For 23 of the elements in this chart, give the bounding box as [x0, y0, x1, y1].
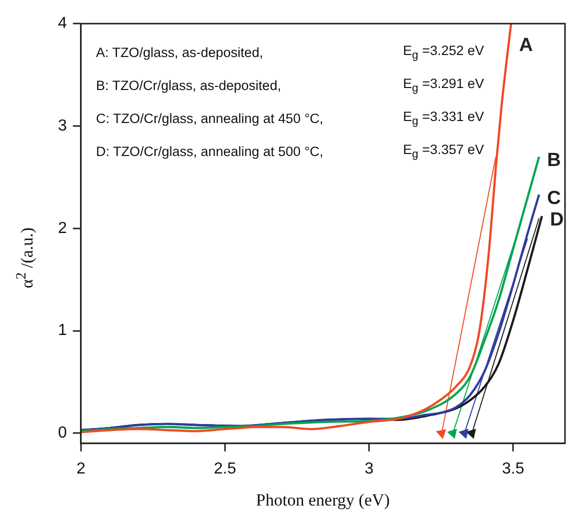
y-tick-label: 2	[58, 220, 67, 237]
annotation: E$_{g}$ =3.357 eV	[403, 142, 484, 161]
series-label: A	[519, 34, 534, 56]
y-tick-label: 4	[58, 15, 67, 32]
annotation: B: TZO/Cr/glass, as-deposited,	[96, 78, 282, 93]
line-series	[80, 22, 512, 434]
x-tick-label: 2.5	[214, 460, 236, 478]
series-label: D	[550, 209, 564, 230]
annotation: E$_{g}$ =3.291 eV	[403, 76, 484, 95]
y-tick-label: 0	[58, 424, 67, 442]
series-label: B	[547, 150, 561, 171]
y-tick-label: 1	[58, 322, 67, 340]
annotation: C: TZO/Cr/glass, annealing at 450 °C,	[96, 111, 324, 126]
annotation: D: TZO/Cr/glass, annealing at 500 °C,	[96, 144, 324, 159]
x-tick-label: 3.5	[502, 460, 524, 478]
x-tick-label: 3	[364, 460, 374, 478]
y-tick-label: 3	[58, 117, 67, 134]
annotation: E$_{g}$ =3.331 eV	[403, 109, 484, 128]
series-label: C	[547, 188, 562, 209]
x-axis-title: Photon energy (eV)	[256, 490, 390, 510]
x-tick-label: 2	[76, 460, 86, 478]
annotation: A: TZO/glass, as-deposited,	[96, 45, 264, 60]
annotation: E$_{g}$ =3.252 eV	[403, 43, 484, 62]
